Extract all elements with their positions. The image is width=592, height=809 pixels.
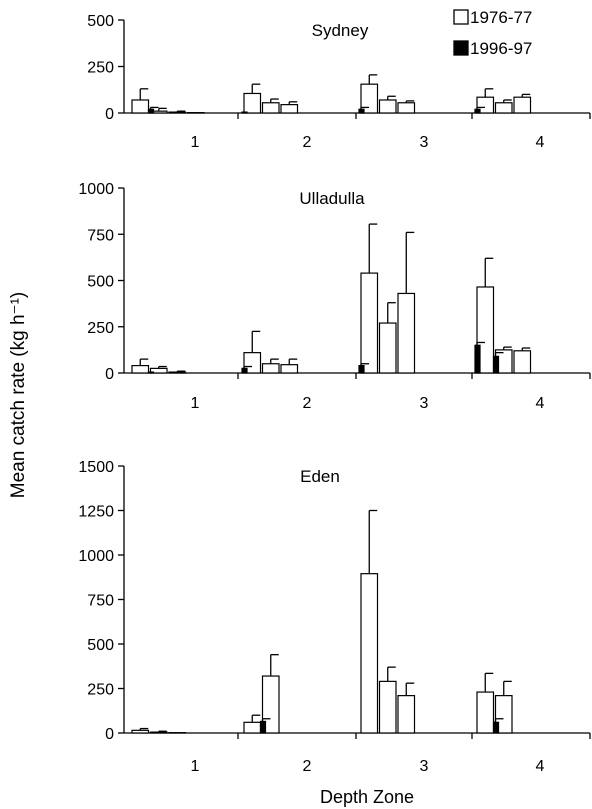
y-tick-label: 500 [87,13,114,30]
bar-1976-77-zone-1 [168,111,187,114]
legend-swatch-1996-97 [453,40,469,56]
x-tick-label: 1 [191,758,200,775]
panel-eden: Eden 0 250 500 750 1000 1250 1500 1 2 3 4 [78,459,591,775]
bar-1996-97-zone-1 [147,371,155,374]
bar-1976-77-zone-4 [494,102,513,114]
bar-1996-97-zone-2 [241,111,248,114]
legend-item-1976-77: 1976-77 [453,8,532,27]
bar-1976-77-zone-1 [131,365,150,374]
bar-1996-97-zone-4 [492,721,500,734]
panel-title-sydney: Sydney [312,21,369,40]
x-tick-label: 4 [536,758,545,775]
y-tick-label: 250 [87,682,114,699]
bar-1976-77-zone-1 [131,99,150,114]
y-tick-label: 1000 [78,181,114,198]
panel-ulladulla: Ulladulla 0 250 500 750 1000 1 2 3 4 [78,181,591,412]
bar-1976-77-zone-3 [397,695,416,734]
x-tick-label: 2 [303,395,312,412]
bar-1996-97-zone-4 [492,355,500,374]
legend-label-1976-77: 1976-77 [470,8,532,27]
y-tick-label: 750 [87,227,114,244]
bar-1976-77-zone-3 [360,83,379,114]
bar-1976-77-zone-2 [243,721,262,734]
bar-1976-77-zone-1 [168,371,187,374]
bar-1976-77-zone-3 [378,680,397,734]
panel-sydney: Sydney 0 250 500 1 2 3 4 [87,13,591,151]
chart-panels: Sydney 0 250 500 1 2 3 4 Ulladulla 0 250 500 750 1000… [78,13,591,775]
bar-1976-77-zone-4 [513,96,532,114]
x-tick-label: 1 [191,134,200,151]
legend: 1976-77 1996-97 [453,8,532,58]
bar-1976-77-zone-2 [243,92,262,114]
bar-1976-77-zone-2 [261,102,280,114]
y-tick-label: 500 [87,274,114,291]
y-tick-label: 1500 [78,459,114,476]
y-tick-label: 1000 [78,548,114,565]
panel-title-ulladulla: Ulladulla [299,189,365,208]
bar-1996-97-zone-4 [474,108,481,114]
x-tick-label: 2 [303,134,312,151]
x-tick-label: 3 [420,395,429,412]
x-tick-label: 4 [536,395,545,412]
x-tick-label: 4 [536,134,545,151]
legend-item-1996-97: 1996-97 [453,39,532,58]
panel-title-eden: Eden [300,467,340,486]
bar-1976-77-zone-3 [360,272,379,374]
x-tick-label: 2 [303,758,312,775]
bar-1976-77-zone-3 [378,322,397,374]
bar-1976-77-zone-1 [149,731,168,734]
x-tick-label: 3 [420,758,429,775]
bar-1976-77-zone-3 [378,99,397,114]
bar-1996-97-zone-2 [241,367,248,374]
x-axis-label: Depth Zone [320,787,414,807]
bar-1976-77-zone-2 [280,364,299,374]
y-tick-label: 0 [105,106,114,123]
bar-1976-77-zone-2 [280,104,299,114]
bar-1996-97-zone-3 [358,365,365,374]
y-tick-label: 1250 [78,504,114,521]
bar-1996-97-zone-2 [259,720,267,734]
bar-1976-77-zone-1 [131,729,150,734]
bar-1976-77-zone-2 [261,363,280,374]
y-axis-label: Mean catch rate (kg h⁻¹) [8,292,29,498]
x-tick-label: 1 [191,395,200,412]
bar-1976-77-zone-3 [397,292,416,374]
y-tick-label: 500 [87,637,114,654]
bar-1976-77-zone-4 [476,691,495,734]
y-tick-label: 250 [87,320,114,337]
bar-1996-97-zone-4 [474,344,481,374]
y-tick-label: 0 [105,726,114,743]
y-tick-label: 750 [87,593,114,610]
bar-1996-97-zone-1 [147,108,155,114]
bar-1976-77-zone-3 [397,102,416,114]
bar-1976-77-zone-4 [513,350,532,374]
bar-1976-77-zone-3 [360,573,379,734]
legend-label-1996-97: 1996-97 [470,39,532,58]
y-tick-label: 0 [105,366,114,383]
y-tick-label: 250 [87,60,114,77]
x-tick-label: 3 [420,134,429,151]
bar-1996-97-zone-3 [358,108,365,114]
legend-swatch-1976-77 [453,9,469,25]
